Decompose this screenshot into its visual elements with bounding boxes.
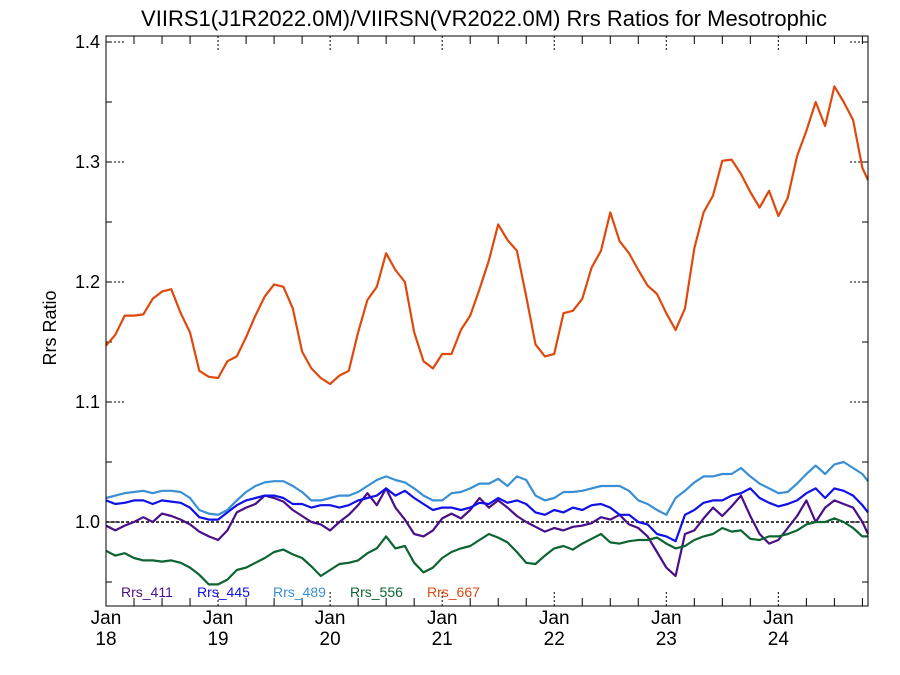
series-layer	[105, 85, 869, 586]
x-tick-label-month: Jan	[91, 608, 122, 629]
y-axis-label: Rrs Ratio	[40, 290, 60, 365]
y-tick-labels: 1.0 1.1 1.2 1.3 1.4	[75, 32, 100, 532]
x-tick-label-year: 18	[95, 629, 116, 650]
plot-frame	[105, 35, 869, 607]
x-tick-label-year: 21	[432, 629, 453, 650]
series-line-rrs-556	[105, 517, 868, 586]
series-line-rrs-445	[105, 487, 869, 543]
series-line-rrs-489	[105, 460, 869, 516]
x-tick-label-year: 20	[320, 629, 341, 650]
y-tick-label: 1.2	[75, 272, 100, 292]
chart-title: VIIRS1(J1R2022.0M)/VIIRSN(VR2022.0M) Rrs…	[141, 6, 827, 31]
x-tick-label-year: 19	[207, 629, 228, 650]
x-tick-label-year: 23	[656, 629, 677, 650]
x-tick-label-year: 24	[768, 629, 790, 650]
x-tick-label-month: Jan	[763, 608, 794, 629]
legend-entry-rrs-556: Rrs_556	[350, 584, 403, 600]
y-tick-label: 1.1	[75, 392, 100, 412]
x-tick-label-month: Jan	[539, 608, 570, 629]
x-tick-label-month: Jan	[427, 608, 458, 629]
legend-entry-rrs-411: Rrs_411	[121, 584, 173, 600]
y-tick-label: 1.3	[75, 152, 100, 172]
x-tick-label-year: 22	[544, 629, 565, 650]
y-tick-label: 1.0	[75, 512, 100, 532]
series-line-rrs-667	[105, 85, 869, 386]
y-tick-label: 1.4	[75, 32, 100, 52]
legend-entry-rrs-489: Rrs_489	[273, 584, 326, 600]
x-tick-label-month: Jan	[315, 608, 346, 629]
legend-entry-rrs-445: Rrs_445	[197, 584, 250, 600]
legend-entry-rrs-667: Rrs_667	[427, 584, 480, 600]
x-tick-label-month: Jan	[203, 608, 234, 629]
legend: Rrs_411 Rrs_445 Rrs_489 Rrs_556 Rrs_667	[121, 584, 480, 600]
x-tick-label-month: Jan	[651, 608, 682, 629]
series-line-rrs-411	[105, 487, 869, 578]
